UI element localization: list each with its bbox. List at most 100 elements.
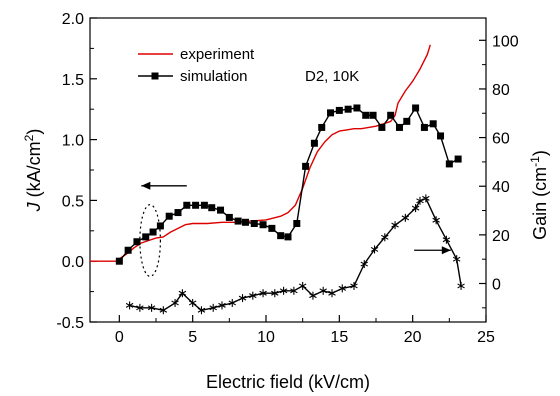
y-right-tick-label: 60: [492, 131, 510, 148]
y-right-tick-label: 80: [492, 82, 510, 99]
simulation-marker: [259, 221, 267, 229]
gain-marker: [442, 235, 451, 244]
gain-marker: [271, 289, 279, 298]
y-right-tick-label: 40: [492, 179, 510, 196]
simulation-marker: [192, 201, 200, 209]
simulation-marker: [429, 120, 437, 128]
simulation-marker: [403, 117, 411, 125]
simulation-marker: [234, 217, 242, 225]
series-layer: [90, 44, 465, 315]
x-tick-label: 5: [188, 329, 197, 346]
simulation-marker: [250, 220, 258, 228]
y-axis-title-right: Gain (cm-1): [528, 150, 550, 240]
simulation-marker: [208, 204, 216, 212]
x-tick-label: 20: [404, 329, 422, 346]
x-tick-label: 25: [477, 329, 495, 346]
gain-marker: [370, 245, 379, 254]
gain-marker: [298, 281, 307, 290]
legend-label-simulation: simulation: [180, 68, 248, 85]
sample-annotation: D2, 10K: [305, 68, 359, 85]
simulation-marker: [318, 123, 326, 131]
x-tick-label: 0: [115, 329, 124, 346]
simulation-marker: [362, 111, 370, 119]
y-left-tick-label: -0.5: [56, 315, 84, 332]
x-tick-label: 10: [257, 329, 275, 346]
gain-marker: [416, 196, 424, 205]
simulation-marker: [165, 212, 173, 220]
arrow-left-head: [141, 181, 151, 190]
dotted-ellipse-annotation: [139, 204, 162, 278]
simulation-marker: [142, 233, 150, 241]
simulation-marker: [149, 228, 157, 236]
simulation-marker: [268, 224, 276, 232]
simulation-marker: [156, 222, 164, 230]
y-left-tick-label: 2.0: [62, 11, 84, 28]
simulation-marker: [133, 238, 141, 246]
annotation-layer: [139, 181, 451, 278]
simulation-marker: [241, 218, 249, 226]
simulation-marker: [183, 201, 191, 209]
gain-marker: [178, 289, 187, 298]
y-left-title-end: ): [24, 129, 44, 135]
gain-marker: [360, 260, 369, 269]
x-tick-label: 15: [330, 329, 348, 346]
gain-marker: [350, 281, 358, 290]
gain-marker: [249, 291, 257, 300]
axis-tick-labels: 0 5 10 15 20 25 -0.5 0.0 0.5 1.0 1.5 2.0 0 20 40 60 80 10…: [56, 11, 518, 346]
x-axis-title: Electric field (kV/cm): [206, 372, 370, 392]
gain-marker: [401, 213, 410, 222]
gain-marker: [238, 294, 247, 303]
gain-marker: [309, 291, 317, 300]
y-left-tick-label: 1.0: [62, 133, 84, 150]
y-left-tick-label: 0.0: [62, 254, 84, 271]
gain-marker: [381, 233, 389, 242]
y-right-title-sup: -1: [528, 156, 542, 167]
experiment-line: [90, 44, 431, 262]
gain-marker: [391, 221, 399, 230]
gain-marker: [338, 284, 347, 293]
gain-marker: [319, 286, 327, 295]
gain-marker: [259, 289, 267, 298]
simulation-marker: [115, 257, 123, 265]
legend-marker-simulation: [151, 72, 159, 80]
gain-marker: [328, 289, 336, 298]
gain-marker: [279, 286, 288, 295]
legend: experiment simulation: [138, 46, 255, 85]
simulation-marker: [353, 104, 361, 112]
gain-marker: [290, 286, 298, 295]
simulation-marker: [445, 160, 453, 168]
simulation-marker: [310, 139, 318, 147]
legend-label-experiment: experiment: [180, 46, 255, 63]
simulation-marker: [217, 206, 225, 214]
simulation-marker: [344, 105, 352, 113]
simulation-marker: [124, 246, 132, 254]
simulation-marker: [174, 209, 182, 217]
gain-marker: [159, 306, 168, 315]
simulation-marker: [437, 132, 445, 140]
simulation-marker: [293, 220, 301, 228]
simulation-marker: [369, 111, 377, 119]
gain-marker: [197, 306, 206, 315]
gain-marker: [422, 194, 430, 203]
gain-marker: [125, 301, 134, 310]
simulation-marker: [420, 123, 428, 131]
simulation-marker: [302, 162, 310, 170]
gain-marker: [171, 298, 179, 307]
y-right-tick-label: 0: [492, 277, 501, 294]
y-left-title-main: (kA/cm: [24, 141, 44, 202]
gain-marker: [188, 298, 197, 307]
gain-marker: [411, 204, 420, 213]
arrow-right-head: [441, 246, 451, 255]
gain-marker: [457, 281, 465, 290]
gain-marker: [432, 216, 440, 225]
gain-marker: [136, 303, 144, 312]
simulation-marker: [378, 123, 386, 131]
y-right-title-main: Gain (cm: [530, 167, 550, 240]
gain-marker: [452, 255, 461, 264]
simulation-marker: [454, 155, 462, 163]
y-left-tick-label: 0.5: [62, 193, 84, 210]
simulation-marker: [200, 201, 208, 209]
gain-marker: [209, 303, 217, 312]
simulation-marker: [387, 111, 395, 119]
